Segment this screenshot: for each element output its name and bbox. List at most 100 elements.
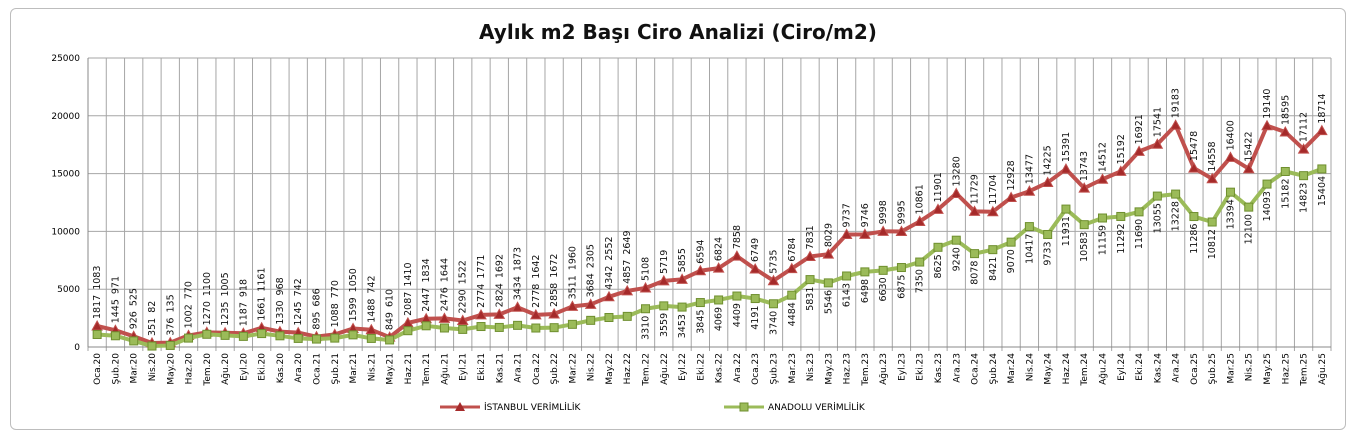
istanbul-point [438,312,451,323]
x-tick-label: Nis.24 [1025,353,1035,382]
anadolu-data-label: 2305 [586,244,597,268]
istanbul-point [456,314,469,326]
anadolu-point [951,235,961,245]
anadolu-point [677,302,687,312]
istanbul-point [1078,182,1091,193]
x-tick-label: Mar.22 [568,353,578,383]
istanbul-data-label: 1002 [184,304,195,328]
anadolu-data-label: 1692 [494,254,505,278]
x-tick-label: Eyl.21 [459,353,469,381]
istanbul-point [1151,138,1164,149]
anadolu-data-label: 12100 [1244,214,1255,244]
x-tick-label: Kas.22 [715,353,725,383]
x-tick-label: Haz.23 [843,353,853,384]
anadolu-point [184,333,194,343]
istanbul-data-label: 351 [147,318,158,336]
anadolu-point [531,323,541,333]
istanbul-point [1060,163,1072,174]
istanbul-point [566,300,579,311]
legend-square-icon [739,402,749,412]
x-tick-label: Eyl.22 [678,353,688,381]
x-tick-label: Tem.24 [1080,353,1090,387]
x-tick-label: Eki.20 [258,353,268,381]
anadolu-point [257,329,267,339]
anadolu-data-label: 686 [311,288,322,306]
istanbul-data-label: 14225 [1043,145,1054,175]
anadolu-point [1299,171,1309,181]
istanbul-data-label: 9746 [860,203,871,227]
anadolu-point [513,320,523,330]
istanbul-data-label: 4857 [622,260,633,284]
y-tick-label: 10000 [51,227,80,237]
anadolu-data-label: 9733 [1043,241,1054,265]
istanbul-point [785,262,798,274]
x-tick-label: Ara.21 [514,353,524,383]
anadolu-point [476,322,486,332]
anadolu-data-label: 8625 [933,254,944,278]
istanbul-point [1206,172,1219,184]
anadolu-point [641,304,651,314]
anadolu-point [878,265,888,275]
istanbul-point [639,281,652,293]
istanbul-point [603,290,615,302]
anadolu-point [348,330,358,340]
x-tick-label: Tem.25 [1300,353,1310,387]
x-tick-label: Ağu.22 [660,353,670,385]
istanbul-point [731,250,743,261]
anadolu-data-label: 742 [366,275,377,293]
anadolu-data-label: 5831 [805,287,816,311]
anadolu-data-label: 14823 [1299,183,1310,213]
x-tick-label: Mar.20 [130,353,140,384]
anadolu-data-label: 971 [110,276,121,294]
x-tick-label: May.24 [1044,353,1054,385]
anadolu-data-label: 1771 [476,255,487,279]
anadolu-point [421,321,431,331]
anadolu-data-label: 1672 [549,254,560,278]
anadolu-point [732,291,742,301]
anadolu-data-label: 14093 [1262,191,1273,221]
legend-label: ANADOLU VERİMLİLİK [768,402,866,413]
anadolu-data-label: 6143 [842,283,853,307]
istanbul-point [804,250,816,261]
x-tick-label: Eki.24 [1135,353,1145,381]
istanbul-point [1041,176,1054,188]
istanbul-data-label: 6784 [787,237,798,261]
anadolu-data-label: 1522 [458,260,469,284]
istanbul-point [1188,162,1200,173]
x-tick-label: Haz.22 [623,353,633,384]
istanbul-data-label: 6749 [750,238,761,262]
anadolu-data-label: 135 [165,294,176,312]
anadolu-data-label: 918 [238,279,249,297]
anadolu-data-label: 1644 [439,258,450,282]
anadolu-data-label: 3453 [677,314,688,338]
anadolu-data-label: 8078 [970,261,981,285]
anadolu-point [1225,187,1235,197]
x-tick-label: Haz.24 [1062,353,1072,385]
anadolu-point [860,267,870,277]
anadolu-point [1116,211,1126,221]
istanbul-data-label: 6594 [695,240,706,264]
x-tick-label: Oca.22 [532,353,542,385]
istanbul-data-label: 15391 [1061,132,1072,162]
x-tick-label: Nis.20 [148,353,158,382]
x-tick-label: Ağu.20 [221,353,231,385]
anadolu-data-label: 8421 [988,257,999,281]
istanbul-data-label: 15192 [1116,134,1127,164]
x-tick-label: Eki.23 [916,353,926,381]
istanbul-data-label: 2447 [421,288,432,312]
x-tick-label: Kas.20 [276,353,286,384]
istanbul-data-label: 18714 [1317,93,1328,123]
anadolu-point [549,323,559,333]
istanbul-point [712,262,725,273]
anadolu-data-label: 1642 [531,255,542,279]
x-tick-label: May.21 [386,353,396,385]
x-tick-label: Ara.23 [952,353,962,383]
istanbul-data-label: 19183 [1171,88,1182,118]
anadolu-point [129,336,139,346]
x-tick-label: Ağu.21 [440,353,450,385]
x-tick-label: Eyl.20 [239,353,249,381]
istanbul-data-label: 12928 [1006,160,1017,190]
x-tick-label: Oca.21 [312,353,322,385]
anadolu-point [1098,213,1108,223]
x-tick-label: May.22 [605,353,615,385]
